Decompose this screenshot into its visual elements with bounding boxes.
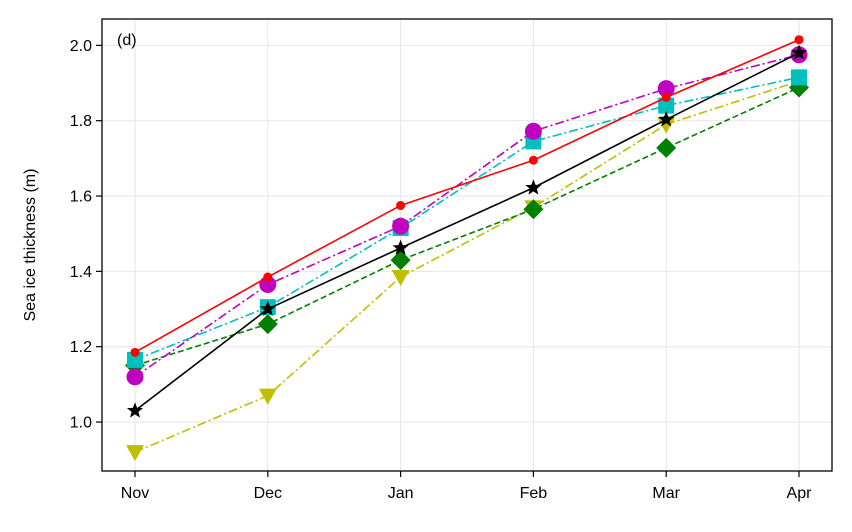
red-dot-point: [130, 347, 140, 357]
green-diamond-point: [656, 137, 677, 158]
axes: Nov Dec Jan Feb Mar Apr 1.0 1.2 1.4 1.6 1.8 2.0: [70, 38, 812, 502]
black-star-point: [790, 44, 808, 60]
black-star-point: [525, 179, 542, 195]
y-tick-label: 1.8: [70, 113, 92, 130]
red-dot-line: [134, 38, 800, 354]
x-tick-label: Apr: [787, 485, 813, 502]
magenta-circle-point: [126, 368, 144, 386]
yellow-triangle-point: [126, 445, 144, 462]
black-star-point: [392, 239, 409, 255]
black-star-line: [134, 52, 800, 412]
yellow-triangle-point: [391, 270, 410, 287]
y-tick-label: 1.6: [70, 189, 92, 206]
yellow-triangle-line: [134, 80, 800, 453]
red-dot-point: [263, 272, 273, 282]
x-tick-label: Nov: [121, 485, 149, 502]
x-tick-label: Jan: [388, 485, 414, 502]
green-diamond-line: [134, 86, 800, 367]
magenta-circle-point: [657, 80, 675, 98]
x-tick-label: Mar: [652, 485, 680, 502]
red-dot-point: [661, 92, 671, 102]
black-star-series: [126, 44, 808, 418]
yellow-triangle-point: [258, 388, 277, 405]
magenta-circle-point: [524, 122, 542, 140]
magenta-circle-point: [392, 217, 410, 235]
black-star-point: [126, 402, 144, 418]
plot-frame: [101, 18, 833, 472]
series-layer: [125, 35, 809, 462]
panel-label: (d): [117, 32, 137, 49]
y-tick-label: 1.2: [70, 339, 92, 356]
y-tick-label: 1.4: [70, 264, 92, 281]
cyan-square-point: [127, 351, 143, 368]
y-axis-title: Sea ice thickness (m): [22, 169, 39, 322]
black-star-point: [658, 111, 675, 127]
green-diamond-point: [390, 250, 411, 271]
x-tick-label: Feb: [520, 485, 548, 502]
red-dot-point: [794, 35, 804, 45]
red-dot-series: [130, 35, 804, 357]
red-dot-point: [396, 200, 406, 210]
cyan-square-point: [658, 97, 675, 114]
magenta-circle-line: [134, 54, 800, 378]
x-tick-label: Dec: [254, 485, 282, 502]
cyan-square-point: [791, 69, 807, 86]
y-tick-label: 2.0: [70, 38, 92, 55]
green-diamond-point: [523, 199, 544, 220]
y-tick-label: 1.0: [70, 415, 92, 432]
black-star-point: [259, 300, 276, 316]
red-dot-point: [528, 155, 538, 165]
cyan-square-line: [134, 76, 800, 361]
green-diamond-point: [257, 314, 278, 335]
